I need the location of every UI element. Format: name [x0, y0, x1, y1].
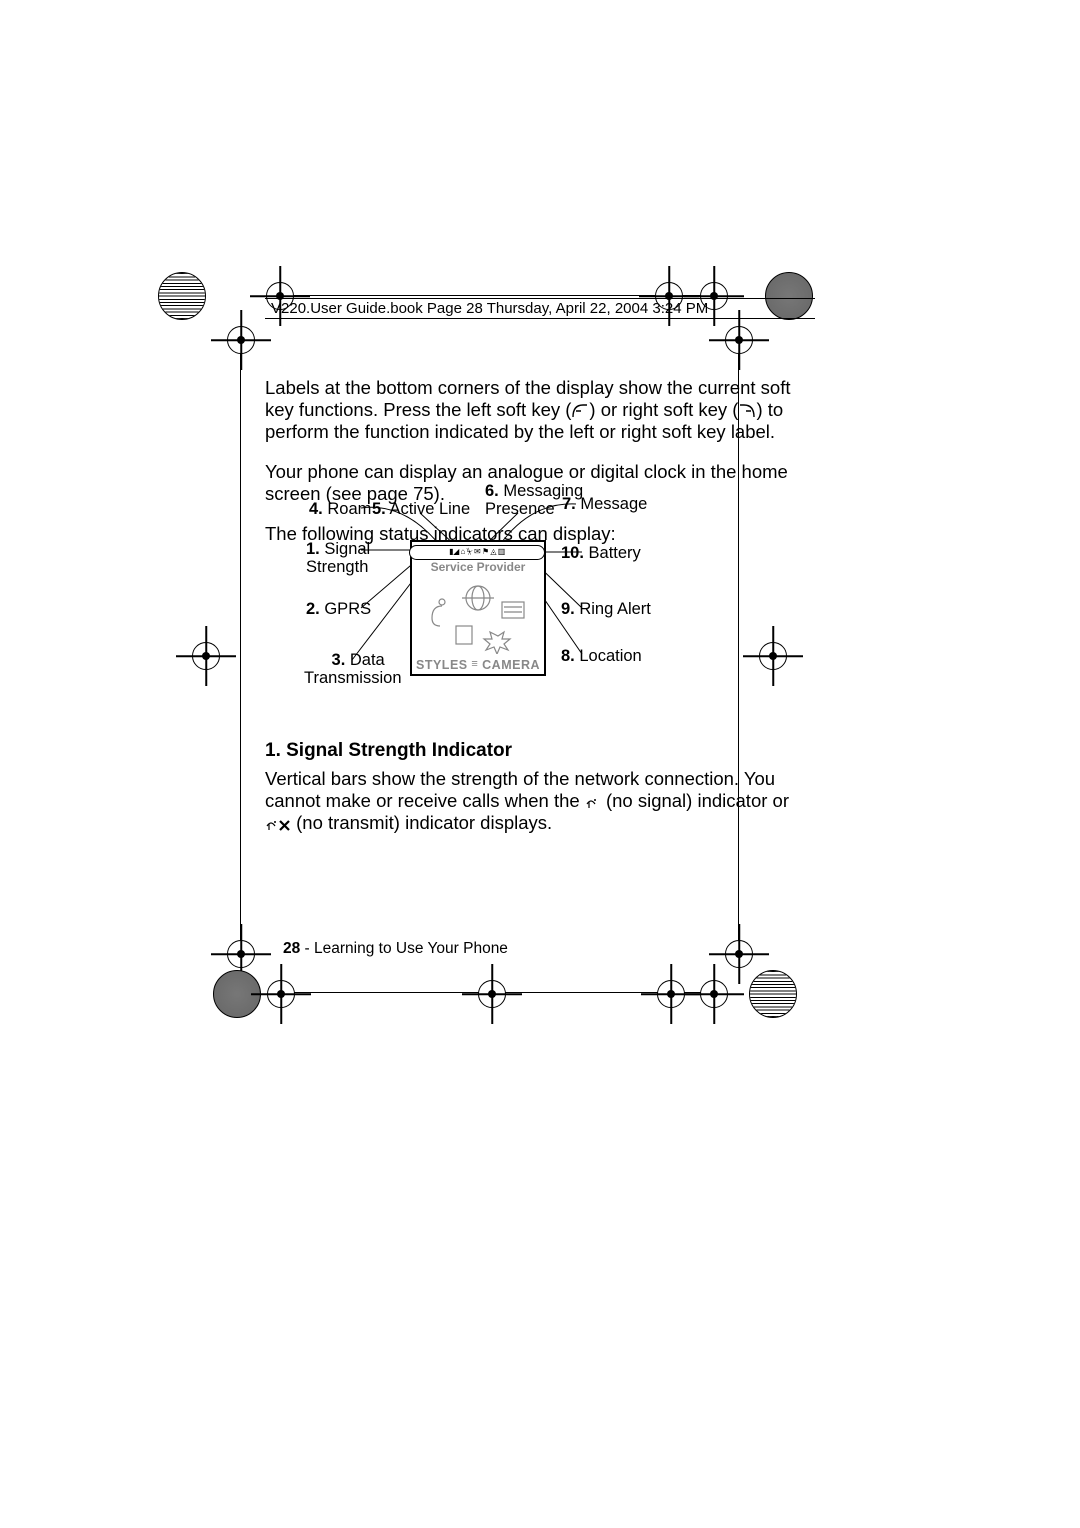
left-softkey-icon — [571, 403, 589, 419]
registration-mark — [227, 326, 255, 354]
book-header: V220.User Guide.book Page 28 Thursday, A… — [265, 298, 815, 319]
callout-ring-alert: 9. Ring Alert — [561, 600, 651, 618]
no-signal-icon — [585, 796, 601, 810]
text: (no signal) indicator or — [601, 790, 789, 811]
registration-mark — [700, 980, 728, 1008]
paragraph-softkeys: Labels at the bottom corners of the disp… — [265, 377, 815, 442]
callout-active-line: 5. Active Line — [372, 500, 470, 518]
callout-gprs: 2. GPRS — [306, 600, 371, 618]
section-heading: 1. Signal Strength Indicator — [265, 740, 815, 762]
registration-mark — [267, 980, 295, 1008]
registration-hatch — [749, 970, 797, 1018]
softkey-row: STYLES ≡ CAMERA — [412, 658, 544, 672]
footer-separator: - — [300, 940, 314, 957]
frame-rule-left — [240, 340, 241, 955]
registration-mark — [227, 940, 255, 968]
page-number: 28 — [283, 940, 300, 957]
text: (no transmit) indicator displays. — [291, 812, 552, 833]
registration-mark — [725, 940, 753, 968]
callout-roam: 4. Roam — [309, 500, 371, 518]
callout-message: 7. Message — [562, 495, 647, 513]
callout-battery: 10. Battery — [561, 544, 641, 562]
status-indicator-diagram: ▮◢ ⌂ ⏧ ✉ ⚑ ◬ ▥ Service Provider — [286, 478, 836, 698]
registration-mark — [657, 980, 685, 1008]
paragraph-signal-strength: Vertical bars show the strength of the n… — [265, 768, 815, 833]
no-transmit-icon — [265, 818, 291, 832]
footer-section-title: Learning to Use Your Phone — [314, 940, 508, 957]
right-softkey-icon — [738, 403, 756, 419]
registration-mark — [478, 980, 506, 1008]
callout-signal-strength: 1. Signal Strength — [306, 540, 370, 577]
callout-data-transmission: 3. Data Transmission — [304, 651, 402, 688]
right-softkey-label: CAMERA — [482, 658, 540, 672]
home-screen-icons — [412, 582, 544, 654]
menu-icon: ≡ — [471, 658, 478, 672]
registration-mark — [192, 642, 220, 670]
phone-screen: ▮◢ ⌂ ⏧ ✉ ⚑ ◬ ▥ Service Provider — [410, 540, 546, 676]
left-softkey-label: STYLES — [416, 658, 468, 672]
section-signal-strength: 1. Signal Strength Indicator Vertical ba… — [265, 740, 815, 852]
registration-hatch — [158, 272, 206, 320]
page-footer: 28 - Learning to Use Your Phone — [283, 940, 508, 958]
status-bar: ▮◢ ⌂ ⏧ ✉ ⚑ ◬ ▥ — [409, 545, 545, 560]
callout-location: 8. Location — [561, 647, 642, 665]
text: ) or right soft key ( — [589, 399, 738, 420]
service-provider-text: Service Provider — [412, 560, 544, 574]
